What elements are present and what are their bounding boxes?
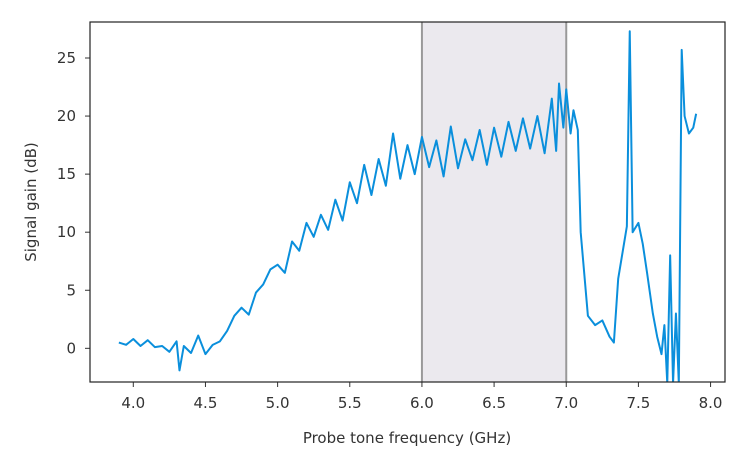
y-tick-label: 5 [66, 281, 76, 299]
x-axis-label: Probe tone frequency (GHz) [303, 429, 511, 447]
x-tick-label: 5.5 [338, 394, 362, 412]
plot-frame [89, 21, 726, 383]
x-tick-label: 5.0 [266, 394, 290, 412]
y-tick-label: 15 [57, 165, 76, 183]
data-line [118, 30, 698, 382]
x-tick-label: 7.5 [626, 394, 650, 412]
y-tick-label: 0 [66, 339, 76, 357]
x-tick-label: 6.0 [410, 394, 434, 412]
y-axis-label: Signal gain (dB) [22, 142, 40, 262]
x-tick-label: 4.5 [194, 394, 218, 412]
shaded-region [421, 22, 567, 382]
x-tick-label: 6.5 [482, 394, 506, 412]
x-tick-label: 7.0 [554, 394, 578, 412]
x-tick-label: 4.0 [121, 394, 145, 412]
y-tick-label: 25 [57, 49, 76, 67]
y-tick-label: 10 [57, 223, 76, 241]
x-tick-label: 8.0 [699, 394, 723, 412]
y-tick-label: 20 [57, 107, 76, 125]
